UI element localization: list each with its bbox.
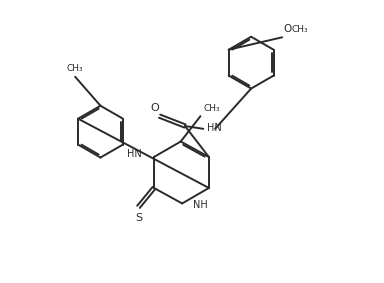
Text: NH: NH <box>194 200 208 210</box>
Text: CH₃: CH₃ <box>203 104 220 113</box>
Text: CH₃: CH₃ <box>67 64 83 73</box>
Text: HN: HN <box>207 123 222 133</box>
Text: O: O <box>283 25 292 35</box>
Text: CH₃: CH₃ <box>291 25 308 35</box>
Text: HN: HN <box>127 149 141 159</box>
Text: S: S <box>135 213 142 223</box>
Text: O: O <box>150 103 159 113</box>
